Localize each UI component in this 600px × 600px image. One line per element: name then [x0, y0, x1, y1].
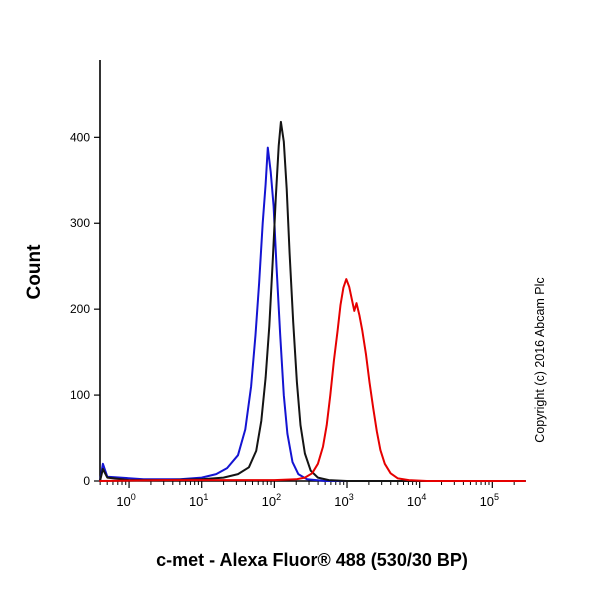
y-tick-label: 0: [83, 474, 90, 488]
y-tick-label: 100: [70, 388, 90, 402]
x-tick-label: 103: [334, 492, 353, 509]
y-axis-label: Count: [24, 244, 45, 300]
y-tick-label: 200: [70, 302, 90, 316]
series-blue-control-histogram: [99, 146, 526, 482]
series-red-cmet-histogram: [99, 278, 526, 482]
x-tick-label: 105: [480, 492, 499, 509]
x-tick-label: 101: [189, 492, 208, 509]
x-tick-label: 100: [116, 492, 135, 509]
chart-plot-area: 0 100 200 300 400 100 101 102 103 104 105: [70, 60, 526, 509]
y-tick-label: 300: [70, 216, 90, 230]
y-tick-label: 400: [70, 130, 90, 144]
chart-title: c-met - Alexa Fluor® 488 (530/30 BP): [156, 550, 468, 570]
x-tick-label: 102: [262, 492, 281, 509]
x-tick-label: 104: [407, 492, 426, 509]
series-black-control-histogram: [99, 120, 526, 482]
copyright-text: Copyright (c) 2016 Abcam Plc: [533, 277, 547, 442]
